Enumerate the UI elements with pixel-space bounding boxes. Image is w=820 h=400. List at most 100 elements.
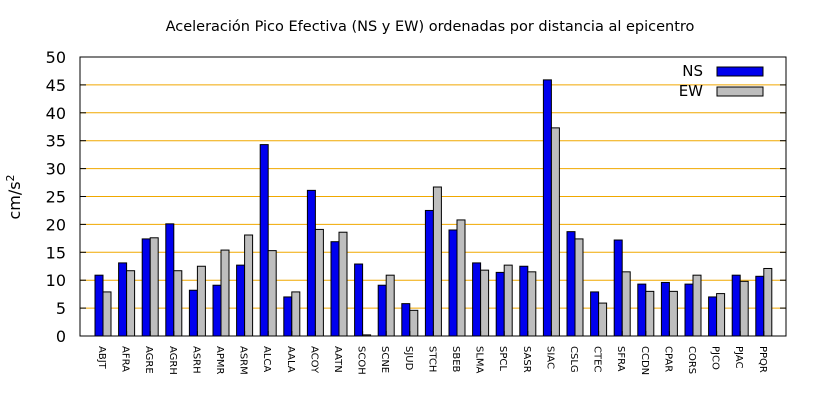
bar-ns [306,189,316,337]
bar-ew [456,219,466,337]
bar-ew [480,269,490,337]
y-tick-label: 35 [46,132,66,151]
bar-ns [613,239,623,337]
x-tick-label: CORS [686,346,697,374]
x-tick-label: ACOY [308,346,319,374]
x-tick-label: SCOH [356,346,367,375]
y-tick-label: 5 [56,299,66,318]
bar-ns [401,303,411,337]
bar-ns [188,289,198,337]
x-tick-label: CCDN [639,346,650,375]
x-tick-label: ASRM [238,346,249,375]
bar-ew [574,238,584,337]
x-tick-label: AATN [332,346,343,373]
legend: NS EW [679,62,764,100]
bar-ns [165,223,175,337]
bar-ew [314,228,324,337]
x-tick-label: PPQR [757,346,768,373]
bar-ns [519,265,529,337]
y-tick-label: 15 [46,243,66,262]
bar-ns [637,283,647,337]
bar-ew [126,270,136,337]
x-tick-label: SLMA [474,346,485,374]
bar-ew [550,127,560,337]
legend-swatch-ns [716,66,764,77]
x-tick-label: SCNE [379,346,390,373]
x-tick-label: AGRE [143,346,154,374]
y-tick-label: 50 [46,48,66,67]
y-tick-label: 10 [46,271,66,290]
bars [94,79,773,337]
bar-ns [141,238,151,337]
x-tick-label: PJCO [710,346,721,370]
bar-ew [338,231,348,337]
legend-swatch-ew [716,86,764,97]
bar-ns [472,262,482,337]
y-tick-label: 20 [46,215,66,234]
bar-ns [377,284,387,337]
bar-ew [621,271,631,337]
bar-ns [94,274,104,337]
bar-ew [763,267,773,337]
y-axis-label-unit: cm/s [5,181,24,219]
bar-ns [660,281,670,337]
bar-ew [598,302,608,337]
y-tick-label: 0 [56,327,66,346]
bar-ns [424,209,434,337]
x-tick-label: STCH [426,346,437,372]
bar-ew [692,274,702,337]
bar-ns [283,296,293,337]
bar-ns [684,283,694,337]
x-tick-label: SFRA [615,346,626,372]
x-tick-label: PJAC [733,346,744,368]
bar-ew [149,237,159,337]
bar-ew [196,265,206,337]
x-tick-label: SBEB [450,346,461,373]
legend-label-ns: NS [682,62,703,80]
bar-ew [527,271,537,337]
x-tick-label: AALA [285,346,296,373]
bar-ns [590,291,600,337]
bar-ns [330,241,340,337]
bar-ns [236,264,246,337]
bar-ns [495,271,505,337]
bar-ew [432,186,442,337]
x-tick-label: APMR [214,346,225,374]
x-tick-label: ASRH [190,346,201,374]
bar-ns [118,262,128,337]
x-tick-label: CPAR [662,346,673,372]
bar-ns [259,144,269,337]
bar-ew [503,264,513,337]
bar-ns [566,231,576,337]
bar-ns [448,229,458,337]
bar-ew [102,291,112,337]
x-tick-label: AFRA [120,346,131,372]
y-tick-label: 40 [46,104,66,123]
bar-ew [668,290,678,337]
y-tick-label: 30 [46,160,66,179]
bar-ns [542,79,552,337]
y-tick-label: 45 [46,76,66,95]
x-tick-label: SASR [521,346,532,373]
bar-ns [755,275,765,337]
x-tick-label: SPCL [497,346,508,371]
chart-title: Aceleración Pico Efectiva (NS y EW) orde… [166,19,695,35]
bar-ew [267,250,277,337]
bar-ew [385,274,395,337]
x-tick-label: ALCA [261,346,272,372]
legend-label-ew: EW [679,82,703,100]
x-tick-label: SJUD [403,346,414,371]
x-tick-label: ABJT [96,346,107,370]
y-axis-label: cm/s2 [4,174,24,219]
y-tick-label: 25 [46,188,66,207]
x-tick-label: SIAC [544,346,555,369]
y-axis: 0 5 10 15 20 25 30 35 40 45 50 [46,48,786,346]
y-axis-label-exponent: 2 [4,174,17,181]
bar-ns [354,263,364,337]
bar-ew [645,290,655,337]
x-axis: ABJT AFRA AGRE AGRH ASRH APMR ASRM ALCA AALA ACOY… [96,331,768,375]
x-tick-label: AGRH [167,346,178,375]
x-tick-label: CTEC [592,346,603,372]
bar-ew [244,234,254,337]
